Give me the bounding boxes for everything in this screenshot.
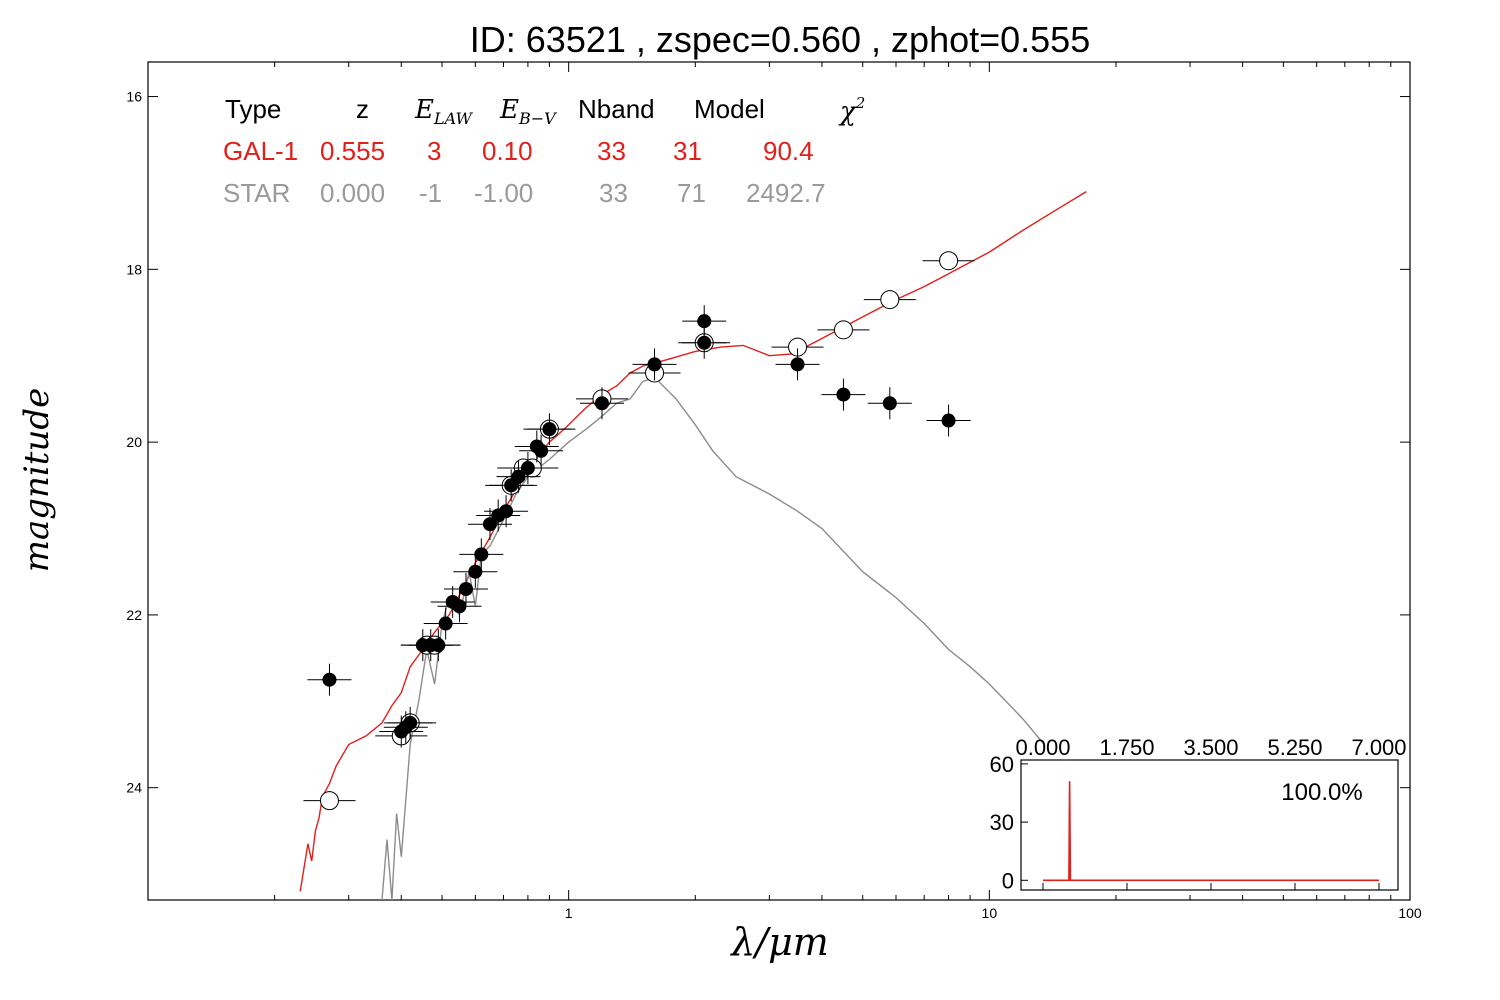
inset-x-tick-label: 7.000: [1351, 735, 1406, 760]
fit-legend-table: Type z ELAW EB−V Nband Model χ2 GAL-1 0.…: [223, 94, 865, 208]
observed-magnitude-point: [438, 616, 453, 631]
observed-magnitude-point: [431, 638, 446, 653]
legend-gal-z: 0.555: [320, 136, 385, 166]
observed-magnitude-point: [697, 335, 712, 350]
inset-x-tick-label: 1.750: [1099, 735, 1154, 760]
legend-header-chi2: χ2: [838, 94, 865, 127]
chart-title: ID: 63521 , zspec=0.560 , zphot=0.555: [470, 19, 1090, 60]
inset-y-tick-label: 30: [990, 810, 1014, 835]
galaxy-model-curve: [299, 191, 1087, 892]
observed-magnitude-point: [403, 715, 418, 730]
x-tick-label: 1: [565, 905, 573, 921]
observed-magnitude-point: [322, 672, 337, 687]
legend-star-z: 0.000: [320, 178, 385, 208]
y-axis-label: magnitude: [17, 388, 57, 573]
inset-x-tick-label: 3.500: [1183, 735, 1238, 760]
observed-magnitude-point: [499, 504, 514, 519]
observed-magnitude-point: [790, 357, 805, 372]
pdz-inset: 0.000 1.750 3.500 5.250 7.000 0 30 60 100.0%: [990, 735, 1407, 893]
legend-row-star: STAR 0.000 -1 -1.00 33 71 2492.7: [223, 178, 826, 208]
x-tick-label: 10: [982, 905, 998, 921]
legend-header-z: z: [356, 94, 369, 124]
legend-gal-nband: 33: [597, 136, 626, 166]
model-curves: [299, 191, 1087, 901]
main-plot-frame: [147, 61, 1411, 901]
y-tick-label: 20: [126, 434, 142, 450]
observed-magnitude-point: [452, 599, 467, 614]
y-tick-label: 22: [126, 607, 142, 623]
observed-magnitude-point: [534, 443, 549, 458]
observed-magnitude-point: [458, 581, 473, 596]
legend-header-ebv: EB−V: [499, 95, 557, 128]
legend-gal-elaw: 3: [427, 136, 441, 166]
model-magnitude-point: [319, 791, 339, 811]
observed-magnitude-point: [511, 469, 526, 484]
legend-star-type: STAR: [223, 178, 290, 208]
legend-star-ebv: -1.00: [474, 178, 533, 208]
inset-ticks: 0.000 1.750 3.500 5.250 7.000 0 30 60: [990, 735, 1407, 893]
y-tick-label: 18: [126, 261, 142, 277]
star-model-curve: [381, 376, 1045, 901]
observed-magnitude-point: [594, 396, 609, 411]
observed-magnitude-point: [468, 564, 483, 579]
inset-y-tick-label: 60: [990, 752, 1014, 777]
legend-header-chi2-sup: 2: [855, 94, 866, 112]
observed-magnitude-point: [474, 547, 489, 562]
legend-gal-type: GAL-1: [223, 136, 298, 166]
inset-pdz-line: [1043, 781, 1379, 882]
observed-magnitude-point: [520, 461, 535, 476]
y-tick-label: 16: [126, 89, 142, 105]
observed-magnitude-point: [941, 413, 956, 428]
inset-x-tick-label: 0.000: [1015, 735, 1070, 760]
model-magnitude-point: [833, 320, 853, 340]
legend-header-elaw: ELAW: [414, 95, 474, 128]
legend-header-nband: Nband: [578, 94, 655, 124]
pdz-curve: [1043, 781, 1379, 882]
model-magnitude-point: [939, 251, 959, 271]
legend-header-ebv-sub: B−V: [518, 109, 557, 128]
legend-gal-chi2: 90.4: [763, 136, 814, 166]
legend-gal-ebv: 0.10: [482, 136, 533, 166]
inset-x-tick-label: 5.250: [1267, 735, 1322, 760]
observed-magnitude-point: [542, 422, 557, 437]
x-tick-label: 100: [1398, 905, 1422, 921]
legend-star-model: 71: [677, 178, 706, 208]
photometry-points: [303, 251, 975, 811]
legend-star-elaw: -1: [419, 178, 442, 208]
inset-frame: [1020, 759, 1399, 891]
x-axis-label: λ/μm: [729, 920, 829, 964]
observed-magnitude-point: [647, 357, 662, 372]
inset-y-tick-label: 0: [1002, 868, 1014, 893]
observed-magnitude-point: [697, 314, 712, 329]
legend-star-chi2: 2492.7: [746, 178, 826, 208]
legend-header-model: Model: [694, 94, 765, 124]
observed-magnitude-point: [836, 387, 851, 402]
legend-gal-model: 31: [673, 136, 702, 166]
observed-magnitude-point: [882, 396, 897, 411]
inset-annotation: 100.0%: [1281, 779, 1362, 806]
model-magnitude-point: [880, 290, 900, 310]
legend-header-elaw-sub: LAW: [433, 109, 474, 128]
legend-header-type: Type: [225, 94, 281, 124]
y-tick-label: 24: [126, 780, 142, 796]
legend-row-gal: GAL-1 0.555 3 0.10 33 31 90.4: [223, 136, 814, 166]
legend-star-nband: 33: [599, 178, 628, 208]
